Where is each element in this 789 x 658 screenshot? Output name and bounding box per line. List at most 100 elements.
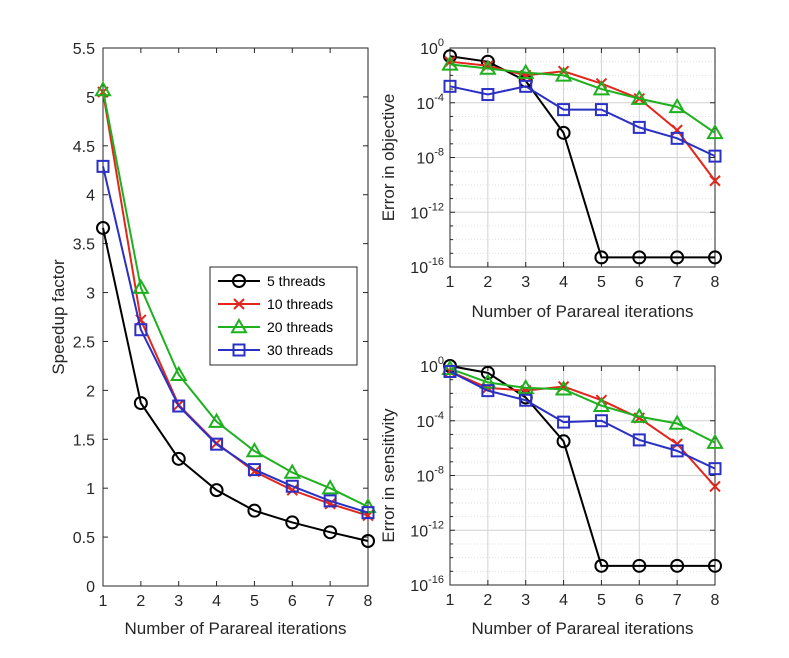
legend-marker-b bbox=[233, 298, 245, 310]
legend-label: 20 threads bbox=[267, 319, 333, 335]
x-tick-label: 2 bbox=[483, 592, 492, 609]
series-line bbox=[449, 60, 716, 182]
legend-entry: 30 threads bbox=[218, 342, 333, 358]
data-point bbox=[441, 55, 459, 71]
data-point bbox=[709, 480, 721, 493]
data-point bbox=[443, 79, 457, 93]
legend-marker bbox=[233, 298, 245, 310]
data-point bbox=[632, 120, 646, 134]
data-point bbox=[632, 433, 646, 447]
legend-entry: 10 threads bbox=[218, 296, 333, 312]
data-point bbox=[592, 80, 611, 96]
y-tick-base: 10 bbox=[416, 469, 434, 486]
data-point bbox=[479, 59, 497, 75]
legend-label: 30 threads bbox=[267, 342, 333, 358]
x-tick-label: 1 bbox=[446, 592, 455, 609]
data-point bbox=[706, 433, 724, 449]
x-axis-label: Number of Parareal iterations bbox=[124, 619, 346, 638]
y-tick-label: 4.5 bbox=[73, 139, 95, 156]
x-tick-label: 8 bbox=[711, 274, 720, 291]
x-tick-label: 3 bbox=[521, 592, 530, 609]
data-point bbox=[594, 103, 608, 117]
data-point bbox=[670, 558, 685, 573]
data-point bbox=[594, 558, 609, 573]
data-point bbox=[630, 89, 649, 105]
x-tick-label: 2 bbox=[136, 593, 145, 610]
y-tick-label: 100 bbox=[420, 37, 444, 58]
data-point bbox=[361, 534, 375, 549]
y-tick-base: 10 bbox=[416, 414, 434, 431]
legend-marker bbox=[230, 317, 248, 334]
x-tick-label: 4 bbox=[559, 592, 568, 609]
data-point bbox=[708, 149, 722, 163]
x-tick-label: 6 bbox=[635, 274, 644, 291]
y-tick-base: 10 bbox=[410, 205, 428, 222]
data-point bbox=[441, 359, 459, 375]
x-tick-label: 6 bbox=[288, 593, 297, 610]
data-point-b bbox=[709, 480, 721, 493]
y-tick-label: 0 bbox=[86, 579, 95, 596]
x-tick-label: 5 bbox=[597, 274, 606, 291]
y-tick-exponent: 0 bbox=[438, 37, 444, 49]
data-point bbox=[708, 250, 722, 265]
y-tick-label: 10-4 bbox=[416, 410, 444, 431]
y-tick-label: 10-8 bbox=[416, 147, 444, 168]
data-point bbox=[516, 378, 535, 395]
data-point bbox=[361, 506, 375, 520]
x-tick-label: 6 bbox=[635, 592, 644, 609]
data-point bbox=[479, 373, 497, 389]
y-tick-exponent: -16 bbox=[428, 256, 444, 268]
y-tick-label: 10-4 bbox=[416, 92, 444, 113]
x-tick-label: 3 bbox=[174, 593, 183, 610]
y-tick-label: 0.5 bbox=[73, 530, 95, 547]
x-tick-label: 5 bbox=[250, 593, 259, 610]
y-axis-label: Error in objective bbox=[379, 94, 398, 222]
data-point bbox=[557, 103, 571, 117]
x-axis-label: Number of Parareal iterations bbox=[471, 302, 693, 321]
y-tick-exponent: -12 bbox=[428, 201, 444, 213]
x-tick-label: 5 bbox=[597, 592, 606, 609]
series-20-threads bbox=[441, 359, 724, 449]
legend: 5 threads 10 threads 20 threads 30 threads bbox=[209, 266, 358, 366]
data-point bbox=[207, 412, 226, 428]
y-tick-base: 10 bbox=[410, 578, 428, 595]
series-5-threads bbox=[96, 220, 375, 549]
x-tick-label: 1 bbox=[446, 274, 455, 291]
legend-label: 10 threads bbox=[267, 296, 333, 312]
data-point bbox=[670, 444, 684, 458]
y-tick-label: 3 bbox=[86, 286, 95, 303]
data-point bbox=[323, 494, 337, 508]
legend-entry: 20 threads bbox=[218, 317, 333, 335]
series-30-threads bbox=[96, 159, 375, 520]
data-point bbox=[670, 131, 684, 145]
y-tick-label: 10-8 bbox=[416, 465, 444, 486]
x-tick-label: 7 bbox=[326, 593, 335, 610]
y-tick-label: 4 bbox=[86, 188, 95, 205]
grid bbox=[450, 48, 715, 267]
data-point bbox=[519, 393, 533, 407]
y-tick-label: 1.5 bbox=[73, 432, 95, 449]
data-point bbox=[556, 434, 571, 449]
y-tick-exponent: -8 bbox=[434, 465, 444, 477]
series-line bbox=[449, 367, 716, 444]
data-point bbox=[557, 415, 571, 429]
y-tick-label: 5 bbox=[86, 90, 95, 107]
x-tick-label: 2 bbox=[483, 274, 492, 291]
series-line bbox=[449, 63, 716, 134]
x-tick-label: 4 bbox=[212, 593, 221, 610]
data-point bbox=[630, 407, 649, 423]
data-point bbox=[283, 463, 302, 479]
y-tick-exponent: -4 bbox=[434, 92, 444, 104]
legend-marker bbox=[232, 343, 246, 357]
data-point bbox=[285, 515, 300, 530]
data-point bbox=[516, 63, 535, 79]
data-point bbox=[481, 384, 495, 398]
data-point bbox=[668, 97, 686, 114]
y-tick-base: 10 bbox=[410, 523, 428, 540]
data-point bbox=[210, 437, 224, 451]
axes-box bbox=[102, 47, 369, 587]
y-tick-label: 10-12 bbox=[410, 519, 444, 540]
data-point bbox=[172, 399, 186, 413]
